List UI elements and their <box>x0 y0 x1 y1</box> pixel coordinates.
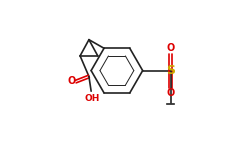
Text: S: S <box>166 64 175 77</box>
Text: O: O <box>167 43 175 53</box>
Text: O: O <box>68 76 76 86</box>
Text: O: O <box>167 88 175 98</box>
Text: OH: OH <box>84 94 100 103</box>
